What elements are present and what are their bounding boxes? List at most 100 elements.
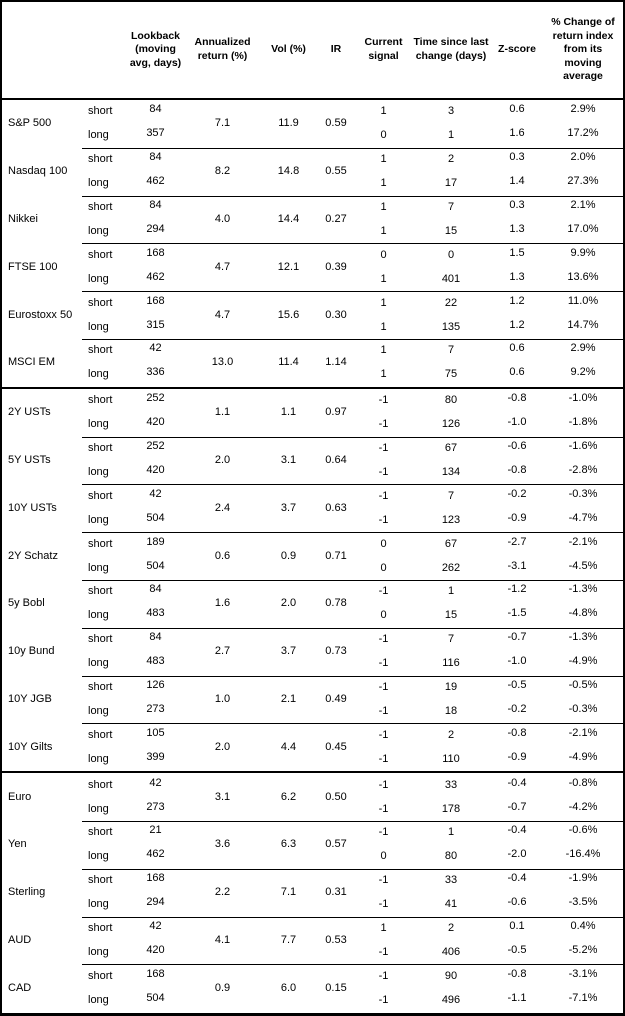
asset-group: Nasdaq 100 8.2 14.8 0.55 short 84 1 2 0.3 2.0% lon…: [2, 147, 623, 196]
zscore-value: -0.8: [507, 392, 527, 405]
current-signal-value: 0: [380, 561, 387, 574]
zscore-value: -0.7: [507, 631, 527, 644]
current-signal-value: -1: [378, 802, 389, 815]
pct-change-value: -1.3%: [568, 583, 598, 596]
horizon-label: long: [88, 704, 109, 717]
asset-group: CAD 0.9 6.0 0.15 short 168 -1 90 -0.8 -3.1% long 50…: [2, 964, 623, 1012]
time-since-last-change-value: 22: [444, 296, 458, 309]
current-signal-value: 0: [380, 609, 387, 622]
lookback-value: 315: [146, 318, 165, 331]
zscore-value: 1.3: [509, 270, 525, 283]
zscore-value: 1.4: [509, 175, 525, 188]
asset-group: 10y Bund 2.7 3.7 0.73 short 84 -1 7 -0.7 -1.3% lon…: [2, 627, 623, 676]
vol-value: 3.1: [280, 453, 297, 466]
zscore-value: 1.6: [509, 127, 525, 140]
time-since-last-change-value: 123: [441, 513, 461, 526]
horizon-label: long: [88, 513, 109, 526]
current-signal-value: -1: [378, 704, 389, 717]
current-signal-value: 1: [380, 368, 387, 381]
vol-value: 3.7: [280, 645, 297, 658]
zscore-value: 0.3: [509, 199, 525, 212]
time-since-last-change-value: 7: [447, 344, 455, 357]
horizon-label: short: [88, 489, 113, 502]
current-signal-value: -1: [378, 945, 389, 958]
ir-value: 0.57: [325, 838, 347, 851]
pct-change-value: 17.2%: [567, 127, 599, 140]
time-since-last-change-value: 67: [444, 537, 458, 550]
asset-group: Eurostoxx 50 4.7 15.6 0.30 short 168 1 22 1.2 11.…: [2, 291, 623, 339]
ir-value: 0.15: [325, 981, 347, 994]
asset-name: Sterling: [8, 886, 46, 899]
zscore-value: -3.1: [507, 559, 527, 572]
current-signal-value: 0: [380, 537, 387, 550]
asset-group: 2Y Schatz 0.6 0.9 0.71 short 189 0 67 -2.7 -2.1% l…: [2, 532, 623, 580]
current-signal-value: -1: [378, 826, 389, 839]
zscore-value: 1.3: [509, 222, 525, 235]
zscore-value: -1.5: [507, 607, 527, 620]
lookback-value: 462: [146, 175, 165, 188]
lookback-value: 462: [146, 270, 165, 283]
horizon-label: long: [88, 177, 109, 190]
pct-change-value: 9.9%: [570, 246, 596, 259]
lookback-value: 84: [149, 103, 162, 116]
time-since-last-change-value: 178: [441, 802, 461, 815]
pct-change-value: -2.1%: [568, 535, 598, 548]
time-since-last-change-value: 80: [444, 394, 458, 407]
time-since-last-change-value: 7: [447, 201, 455, 214]
ir-value: 0.64: [325, 453, 347, 466]
annualized-return-value: 7.1: [214, 117, 231, 130]
column-header-zscore: Z-score: [498, 43, 536, 56]
horizon-label: short: [88, 921, 113, 934]
pct-change-value: -4.9%: [568, 750, 598, 763]
pct-change-value: -1.0%: [568, 392, 598, 405]
asset-group: MSCI EM 13.0 11.4 1.14 short 42 1 7 0.6 2.9% long 3…: [2, 338, 623, 387]
lookback-value: 357: [146, 127, 165, 140]
time-since-last-change-value: 67: [444, 442, 458, 455]
annualized-return-value: 1.6: [214, 597, 231, 610]
ir-value: 0.49: [325, 692, 347, 705]
vol-value: 6.3: [280, 838, 297, 851]
pct-change-value: -5.2%: [568, 943, 598, 956]
time-since-last-change-value: 110: [442, 752, 460, 765]
zscore-value: 0.6: [509, 366, 525, 379]
asset-name: S&P 500: [8, 117, 52, 130]
zscore-value: -0.5: [507, 943, 527, 956]
time-since-last-change-value: 401: [441, 272, 461, 285]
vol-value: 7.1: [280, 886, 297, 899]
pct-change-value: -2.1%: [568, 726, 598, 739]
pct-change-value: 11.0%: [567, 294, 599, 307]
current-signal-value: -1: [378, 778, 389, 791]
annualized-return-value: 2.7: [214, 645, 231, 658]
horizon-label: short: [88, 105, 113, 118]
pct-change-value: 9.2%: [570, 366, 596, 379]
pct-change-value: -7.1%: [568, 991, 598, 1004]
zscore-value: 0.6: [509, 103, 525, 116]
lookback-value: 84: [149, 199, 162, 212]
asset-name: 2Y USTs: [8, 406, 51, 419]
time-since-last-change-value: 496: [441, 993, 461, 1006]
zscore-value: -0.2: [507, 487, 527, 500]
current-signal-value: -1: [378, 418, 389, 431]
asset-name: Nikkei: [8, 212, 38, 225]
ir-value: 0.73: [325, 645, 347, 658]
current-signal-value: 1: [380, 272, 387, 285]
lookback-value: 273: [146, 800, 165, 813]
lookback-value: 42: [149, 342, 162, 355]
zscore-value: 0.6: [509, 342, 525, 355]
asset-group: Euro 3.1 6.2 0.50 short 42 -1 33 -0.4 -0.8% long 27…: [2, 773, 623, 821]
asset-group: 2Y USTs 1.1 1.1 0.97 short 252 -1 80 -0.8 -1.0% lo…: [2, 389, 623, 437]
section-currencies: Euro 3.1 6.2 0.50 short 42 -1 33 -0.4 -0.8% long 27…: [2, 771, 623, 1012]
horizon-label: short: [88, 344, 113, 357]
horizon-label: short: [88, 874, 113, 887]
vol-value: 6.0: [280, 981, 297, 994]
lookback-value: 21: [149, 824, 162, 837]
annualized-return-value: 0.6: [214, 549, 231, 562]
zscore-value: -0.7: [507, 800, 527, 813]
time-since-last-change-value: 126: [441, 418, 461, 431]
lookback-value: 126: [146, 679, 165, 691]
horizon-label: long: [88, 272, 109, 285]
lookback-value: 504: [146, 991, 165, 1004]
lookback-value: 420: [146, 416, 165, 429]
pct-change-value: -0.3%: [568, 702, 598, 715]
time-since-last-change-value: 1: [447, 585, 455, 598]
